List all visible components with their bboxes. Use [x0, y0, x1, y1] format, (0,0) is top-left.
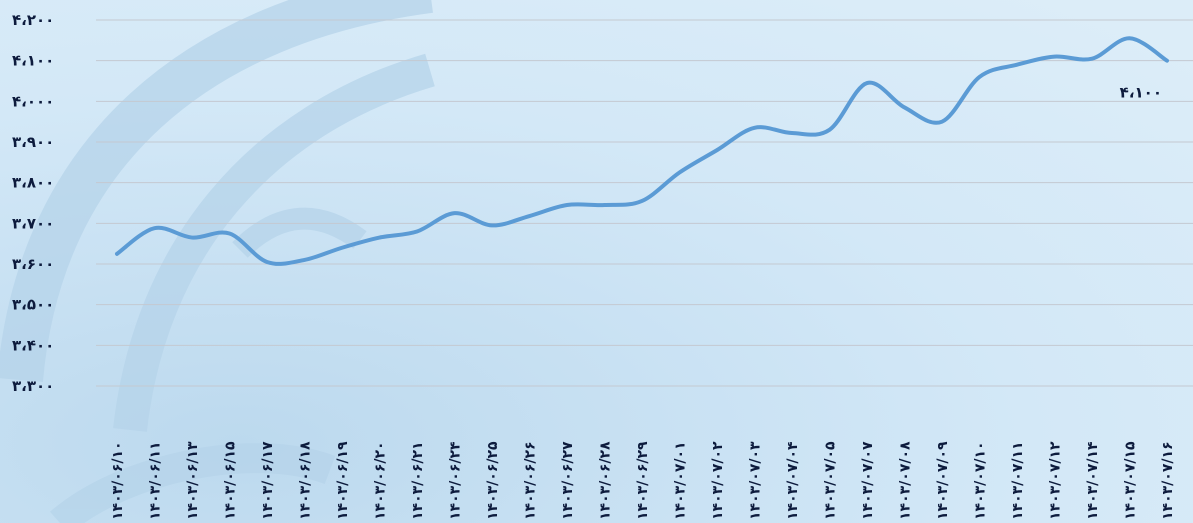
- x-tick-label: ۱۴۰۳/۰۷/۱۴: [1085, 441, 1101, 520]
- x-tick-label: ۱۴۰۳/۰۷/۰۴: [785, 441, 801, 520]
- y-axis-tick-labels: ۴،۲۰۰ ۴،۱۰۰ ۴،۰۰۰ ۳،۹۰۰ ۳،۸۰۰ ۳،۷۰۰ ۳،۶۰۰ ۳،۵۰۰…: [12, 11, 54, 395]
- y-tick-label: ۳،۵۰۰: [12, 296, 54, 314]
- last-value-label: ۴،۱۰۰: [1120, 84, 1162, 102]
- x-tick-label: ۱۴۰۳/۰۷/۰۲: [710, 441, 726, 520]
- x-tick-label: ۱۴۰۳/۰۶/۲۵: [485, 441, 501, 520]
- x-tick-label: ۱۴۰۳/۰۶/۱۸: [298, 441, 314, 520]
- x-tick-label: ۱۴۰۳/۰۶/۲۰: [373, 441, 389, 520]
- y-tick-label: ۳،۸۰۰: [12, 174, 54, 192]
- x-tick-label: ۱۴۰۳/۰۷/۰۵: [823, 441, 839, 520]
- watermark-emblem: [0, 0, 435, 523]
- x-tick-label: ۱۴۰۳/۰۶/۱۹: [335, 441, 351, 520]
- x-tick-label: ۱۴۰۳/۰۷/۰۷: [860, 441, 876, 520]
- x-tick-label: ۱۴۰۳/۰۶/۱۱: [148, 441, 164, 520]
- x-tick-label: ۱۴۰۳/۰۷/۱۰: [973, 441, 989, 520]
- x-axis-tick-labels: ۱۴۰۳/۰۶/۱۰ ۱۴۰۳/۰۶/۱۱ ۱۴۰۳/۰۶/۱۳ ۱۴۰۳/۰۶/۱۵…: [110, 441, 1176, 520]
- y-tick-label: ۴،۰۰۰: [12, 92, 54, 110]
- x-tick-label: ۱۴۰۳/۰۷/۱۲: [1048, 441, 1064, 520]
- x-tick-label: ۱۴۰۳/۰۷/۱۱: [1010, 441, 1026, 520]
- series-line: [115, 36, 1169, 266]
- y-tick-label: ۳،۹۰۰: [12, 133, 54, 151]
- data-labels: ۴،۱۰۰: [1120, 84, 1162, 102]
- x-tick-label: ۱۴۰۳/۰۷/۱۶: [1160, 441, 1176, 520]
- y-tick-label: ۳،۶۰۰: [12, 255, 54, 273]
- x-tick-label: ۱۴۰۳/۰۷/۰۱: [673, 441, 689, 520]
- x-tick-label: ۱۴۰۳/۰۷/۰۳: [748, 441, 764, 520]
- y-tick-label: ۴،۱۰۰: [12, 52, 54, 70]
- x-tick-label: ۱۴۰۳/۰۶/۲۸: [598, 441, 614, 520]
- x-tick-label: ۱۴۰۳/۰۶/۱۵: [223, 441, 239, 520]
- y-tick-label: ۴،۲۰۰: [12, 11, 54, 29]
- y-tick-label: ۳،۷۰۰: [12, 214, 54, 232]
- y-tick-label: ۳،۴۰۰: [12, 336, 54, 354]
- x-tick-label: ۱۴۰۳/۰۷/۰۸: [898, 441, 914, 520]
- x-tick-label: ۱۴۰۳/۰۶/۲۴: [448, 441, 464, 520]
- series-layer: [115, 36, 1169, 266]
- x-tick-label: ۱۴۰۳/۰۶/۱۰: [110, 441, 126, 520]
- x-tick-label: ۱۴۰۳/۰۶/۲۷: [560, 441, 576, 520]
- x-tick-label: ۱۴۰۳/۰۷/۱۵: [1123, 441, 1139, 520]
- x-tick-label: ۱۴۰۳/۰۶/۱۳: [185, 441, 201, 520]
- x-tick-label: ۱۴۰۳/۰۶/۲۹: [635, 441, 651, 520]
- x-tick-label: ۱۴۰۳/۰۶/۲۱: [410, 441, 426, 520]
- x-tick-label: ۱۴۰۳/۰۶/۱۷: [260, 441, 276, 520]
- x-tick-label: ۱۴۰۳/۰۷/۰۹: [935, 441, 951, 520]
- y-tick-label: ۳،۳۰۰: [12, 377, 54, 395]
- x-tick-label: ۱۴۰۳/۰۶/۲۶: [523, 441, 539, 520]
